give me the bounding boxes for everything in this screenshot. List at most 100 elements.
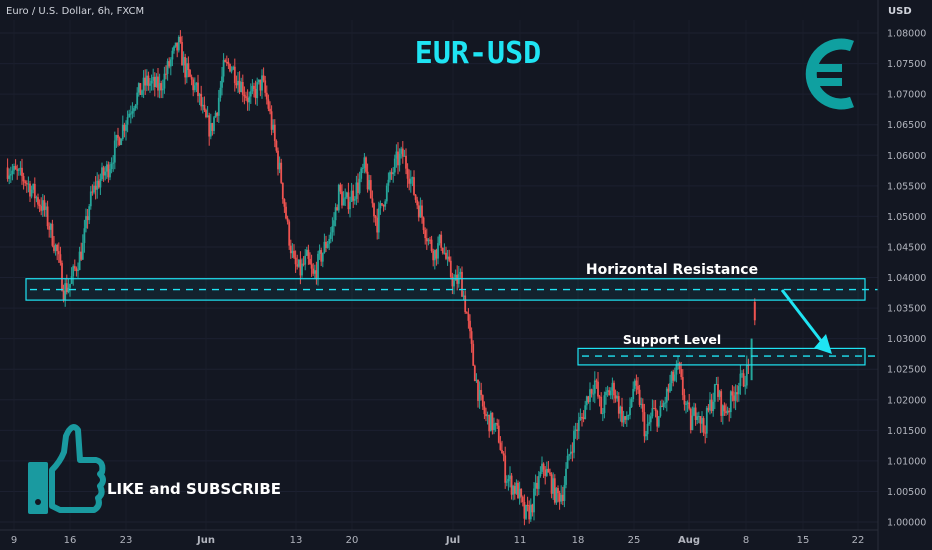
candle-body: [278, 162, 281, 170]
candle-body: [435, 249, 438, 259]
candle-body: [702, 418, 705, 433]
candle-body: [299, 259, 302, 276]
candle-body: [427, 239, 430, 242]
candle-body: [417, 205, 420, 218]
candle-body: [694, 407, 697, 421]
candle-body: [496, 423, 499, 426]
candle-body: [259, 79, 262, 91]
candle-body: [81, 243, 84, 260]
candle-body: [317, 253, 319, 279]
candle-body: [651, 408, 654, 417]
price-tick-label: 1.04000: [887, 273, 926, 284]
candle-body: [477, 379, 479, 401]
candle-body: [705, 407, 708, 434]
time-tick-label: 9: [11, 535, 17, 546]
candle-body: [353, 198, 356, 201]
time-tick-label: 22: [852, 535, 865, 546]
candle-body: [472, 343, 475, 366]
candle-body: [416, 199, 419, 206]
candle-body: [381, 203, 383, 205]
candle-body: [646, 423, 649, 435]
price-tick-label: 1.05000: [887, 212, 926, 223]
candle-body: [517, 482, 519, 499]
candle-body: [539, 471, 542, 477]
price-tick-label: 1.00500: [887, 487, 926, 498]
candle-body: [745, 364, 748, 386]
candle-body: [574, 429, 577, 431]
candle-body: [544, 469, 547, 476]
candle-body: [329, 232, 332, 239]
candle-body: [181, 42, 183, 66]
candle-body: [433, 249, 436, 261]
candle-body: [451, 276, 454, 287]
candle-body: [744, 385, 747, 387]
candle-body: [45, 206, 47, 210]
candle-body: [614, 395, 617, 399]
candle-body: [219, 87, 222, 98]
candle-body: [54, 244, 57, 252]
candle-body: [193, 85, 196, 91]
candle-body: [286, 218, 289, 222]
time-tick-label: 20: [346, 535, 359, 546]
candle-body: [73, 266, 76, 269]
candle-body: [633, 380, 636, 389]
candle-body: [102, 167, 105, 176]
candle-body: [89, 191, 92, 207]
candle-body: [169, 59, 172, 67]
candle-body: [49, 223, 52, 230]
candle-body: [710, 399, 713, 412]
candle-body: [253, 85, 255, 89]
candle-body: [19, 167, 22, 170]
candle-body: [542, 463, 545, 470]
candle-body: [689, 408, 692, 431]
candle-body: [725, 411, 727, 414]
candle-body: [241, 81, 244, 95]
candle-body: [238, 80, 241, 93]
candle-body: [601, 412, 604, 414]
candle-body: [366, 171, 369, 190]
candle-body: [297, 259, 300, 267]
candle-body: [470, 331, 473, 344]
candle-body: [525, 504, 527, 519]
candle-body: [395, 151, 398, 159]
arrow-head-icon: [814, 334, 832, 354]
candle-body: [24, 181, 27, 184]
candle-body: [336, 207, 339, 211]
candle-body: [613, 382, 615, 396]
candle-body: [713, 384, 716, 402]
candle-body: [648, 422, 651, 424]
candle-body: [382, 204, 385, 207]
candle-body: [501, 449, 503, 454]
candle-body: [267, 99, 270, 109]
candle-body: [14, 165, 17, 170]
candle-body: [408, 178, 411, 184]
candle-body: [157, 76, 159, 91]
candle-body: [115, 135, 118, 141]
candle-body: [739, 373, 742, 387]
candle-body: [331, 226, 334, 233]
candle-body: [512, 486, 515, 495]
candle-body: [349, 201, 351, 210]
candle-body: [8, 175, 11, 179]
candle-body: [486, 414, 489, 417]
price-tick-label: 1.06000: [887, 151, 926, 162]
candle-body: [704, 432, 707, 434]
candle-body: [672, 371, 675, 381]
candle-body: [166, 61, 169, 74]
time-axis[interactable]: 9 16 23 Jun 13 20 Jul 11 18 25 Aug 8 15 22: [0, 529, 878, 546]
price-axis[interactable]: 1.08000 1.07500 1.07000 1.06500 1.06000 1.055…: [877, 0, 932, 550]
candle-body: [729, 391, 732, 413]
candle-body: [67, 287, 70, 293]
candle-body: [441, 247, 444, 254]
candle-body: [121, 124, 124, 139]
candle-body: [163, 73, 166, 89]
candle-body: [414, 194, 417, 200]
candle-body: [697, 416, 700, 418]
candle-body: [659, 405, 662, 417]
candle-body: [221, 76, 223, 88]
candle-body: [656, 410, 659, 427]
candle-body: [480, 390, 483, 396]
candle-body: [105, 164, 108, 172]
candle-body: [504, 455, 507, 483]
